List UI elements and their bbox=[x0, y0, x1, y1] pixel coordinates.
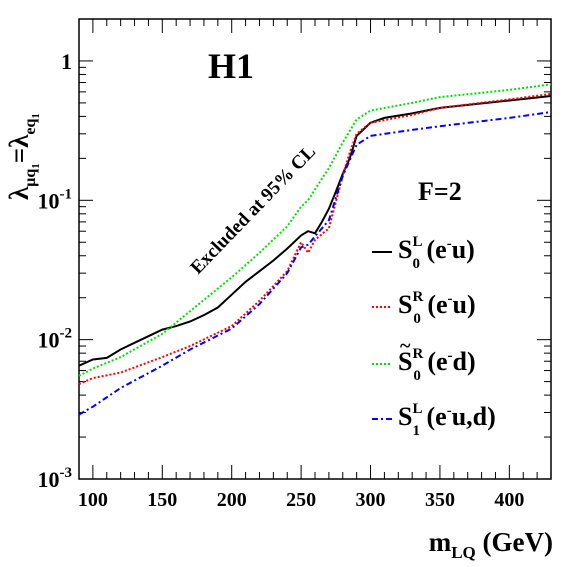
series-line-3 bbox=[78, 83, 552, 377]
x-axis-label: mLQ (GeV) bbox=[429, 527, 553, 562]
series-line-2 bbox=[78, 92, 552, 386]
x-tick-label: 200 bbox=[217, 489, 247, 511]
x-tick-label: 300 bbox=[356, 489, 386, 511]
legend: SL 0 (e-u) SR 0 (e-u) SR 0 (e-d)~ SL 1 (e-u,d) bbox=[372, 234, 496, 439]
y-tick-label: 1 bbox=[61, 49, 72, 74]
series-line-4 bbox=[78, 111, 552, 416]
series-line-1 bbox=[78, 95, 552, 367]
x-tick-label: 400 bbox=[494, 489, 524, 511]
y-tick-label: 10-3 bbox=[38, 465, 73, 492]
legend-entry-2: SR 0 (e-u) bbox=[398, 289, 476, 327]
axis-ticks: 100 150 200 250 300 350 400 10-3 10-2 10-1 1 bbox=[38, 18, 552, 511]
x-tick-label: 100 bbox=[78, 489, 108, 511]
legend-entry-1: SL 0 (e-u) bbox=[398, 234, 475, 272]
series-layer bbox=[78, 83, 552, 416]
x-tick-label: 350 bbox=[425, 489, 455, 511]
y-axis-label: λμq1=λeq1 bbox=[4, 113, 42, 200]
y-tick-label: 10-2 bbox=[38, 326, 73, 353]
legend-entry-3: SR 0 (e-d) bbox=[398, 346, 476, 384]
fermion-number-label: F=2 bbox=[418, 177, 462, 206]
chart-title: H1 bbox=[208, 46, 254, 86]
legend-entry-4: SL 1 (e-u,d) bbox=[398, 401, 496, 439]
y-tick-label: 10-1 bbox=[38, 186, 73, 213]
x-tick-label: 150 bbox=[147, 489, 177, 511]
x-tick-label: 250 bbox=[286, 489, 316, 511]
excluded-annotation: Excluded at 95% CL bbox=[186, 141, 320, 278]
y-axis-label-text: λμq1=λeq1 bbox=[4, 113, 42, 200]
x-axis-label-text: mLQ (GeV) bbox=[429, 527, 553, 562]
legend-tilde-3: ~ bbox=[400, 335, 411, 357]
